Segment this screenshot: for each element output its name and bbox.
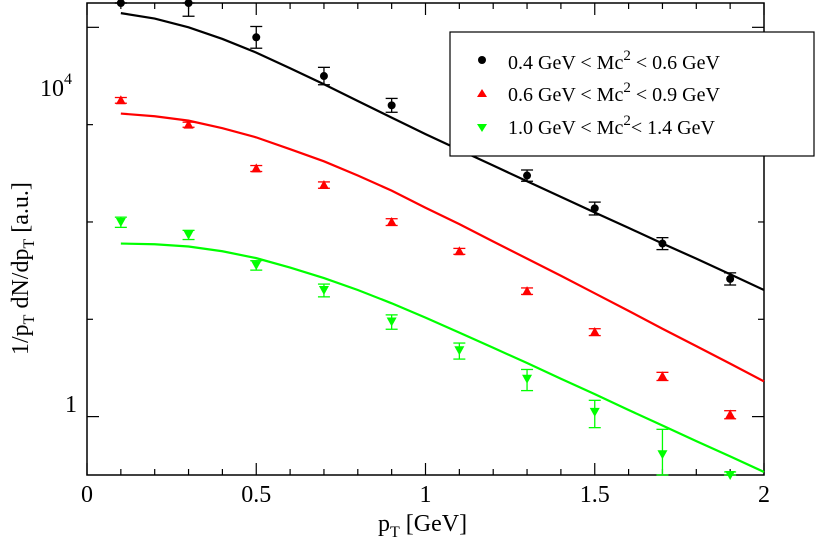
fit-curve-2 — [120, 242, 765, 473]
axis-ticks — [86, 3, 765, 475]
data-point — [252, 33, 261, 42]
legend: 0.4 GeV < Mc2 < 0.6 GeV 0.6 GeV < Mc2 < … — [449, 31, 815, 157]
legend-entry-1: 0.6 GeV < Mc2 < 0.9 GeV — [477, 80, 720, 106]
data-point — [658, 239, 667, 248]
data-point — [454, 246, 465, 256]
y-tick-label-1: 1 — [65, 392, 77, 418]
data-point — [725, 471, 736, 480]
legend-marker-circle — [478, 56, 486, 64]
data-point — [184, 0, 193, 7]
x-tick-labels: 0 0.5 1 1.5 2 — [81, 482, 770, 508]
y-tick-labels: 1 104 — [40, 71, 77, 418]
x-tick-label: 1.5 — [580, 482, 610, 508]
x-tick-label: 1 — [420, 482, 432, 508]
data-point — [590, 204, 599, 213]
data-point — [251, 261, 262, 271]
data-point — [183, 230, 194, 240]
data-point — [726, 274, 735, 283]
data-point — [589, 407, 600, 417]
y-axis-title: 1/pT dN/dpT [a.u.] — [8, 182, 38, 355]
data-point — [657, 371, 668, 381]
data-point — [387, 101, 396, 110]
data-point — [386, 317, 397, 327]
legend-label-1: 0.6 GeV < Mc2 < 0.9 GeV — [508, 80, 720, 106]
data-point — [318, 179, 329, 189]
data-point — [251, 163, 262, 173]
legend-entry-0: 0.4 GeV < Mc2 < 0.6 GeV — [478, 48, 720, 74]
x-tick-label: 2 — [758, 482, 770, 508]
legend-marker-triangle-down — [477, 124, 487, 132]
data-point — [116, 0, 125, 7]
fit-curves — [120, 12, 765, 473]
data-point — [454, 346, 465, 356]
data-point — [522, 374, 533, 384]
data-point — [318, 285, 329, 295]
data-point — [523, 171, 532, 180]
legend-label-0: 0.4 GeV < Mc2 < 0.6 GeV — [508, 48, 720, 74]
data-points — [114, 0, 737, 480]
legend-label-2: 1.0 GeV < Mc2< 1.4 GeV — [508, 113, 715, 139]
legend-entry-2: 1.0 GeV < Mc2< 1.4 GeV — [477, 113, 715, 139]
data-point — [319, 72, 328, 81]
data-point — [115, 217, 126, 227]
fit-curve-1 — [120, 112, 765, 383]
data-point — [725, 409, 736, 419]
data-point — [522, 286, 533, 296]
data-point — [589, 327, 600, 337]
x-tick-label: 0 — [81, 482, 93, 508]
y-tick-label-base: 10 — [40, 76, 64, 102]
data-point — [183, 119, 194, 129]
data-point — [386, 216, 397, 226]
x-tick-label: 0.5 — [241, 482, 271, 508]
data-point — [657, 450, 668, 460]
fit-curve-0 — [120, 12, 765, 291]
data-point — [115, 95, 126, 105]
y-tick-label-exp: 4 — [64, 71, 72, 88]
legend-marker-triangle-up — [477, 89, 487, 97]
legend-box — [449, 31, 815, 157]
y-tick-label-10000: 104 — [40, 71, 72, 102]
x-axis-title: pT [GeV] — [378, 511, 467, 541]
